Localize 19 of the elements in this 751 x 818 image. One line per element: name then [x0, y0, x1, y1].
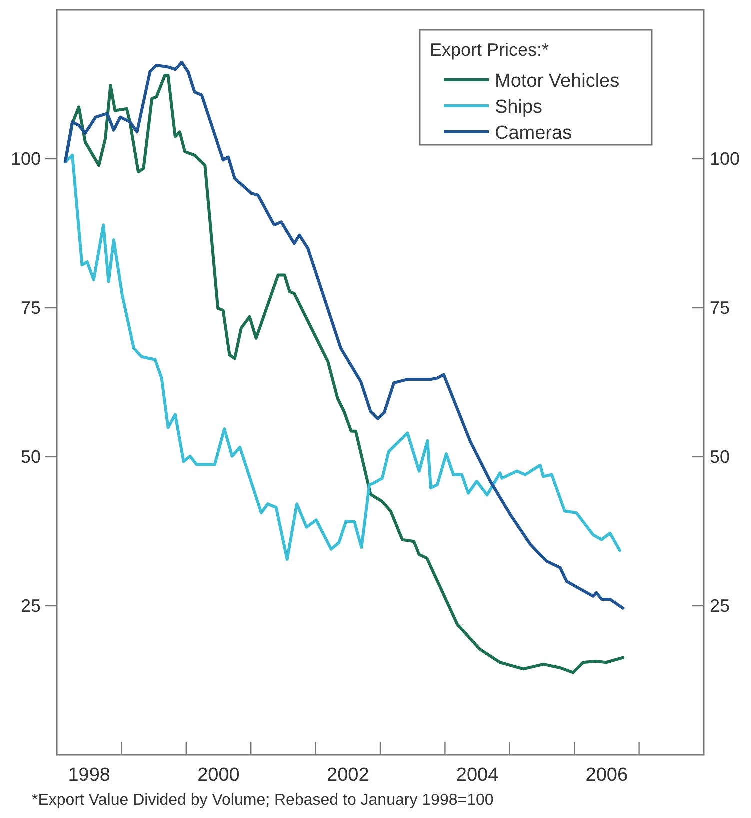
legend-label: Ships	[495, 97, 543, 118]
y2-tick-label: 25	[710, 596, 730, 616]
y-tick-label: 50	[20, 447, 41, 467]
y2-tick-label: 75	[710, 298, 730, 318]
legend-label: Motor Vehicles	[495, 71, 620, 92]
y2-tick-label: 100	[710, 149, 740, 169]
x-tick-label: 2006	[586, 765, 628, 786]
x-tick-label: 2002	[327, 765, 370, 786]
line-series	[64, 154, 622, 562]
y-tick-label: 100	[10, 149, 41, 169]
y-tick-label: 75	[20, 298, 41, 318]
y-tick-label: 25	[20, 596, 41, 616]
x-tick-label: 1998	[68, 765, 110, 786]
text: *Export Value Divided by Volume; Rebased to January 1998=100	[32, 792, 494, 809]
legend-label: Cameras	[495, 123, 572, 144]
x-tick-label: 2000	[198, 765, 240, 786]
legend-title: Export Prices:*	[430, 40, 550, 60]
x-tick-label: 2004	[456, 765, 500, 786]
y2-tick-label: 50	[710, 447, 730, 467]
